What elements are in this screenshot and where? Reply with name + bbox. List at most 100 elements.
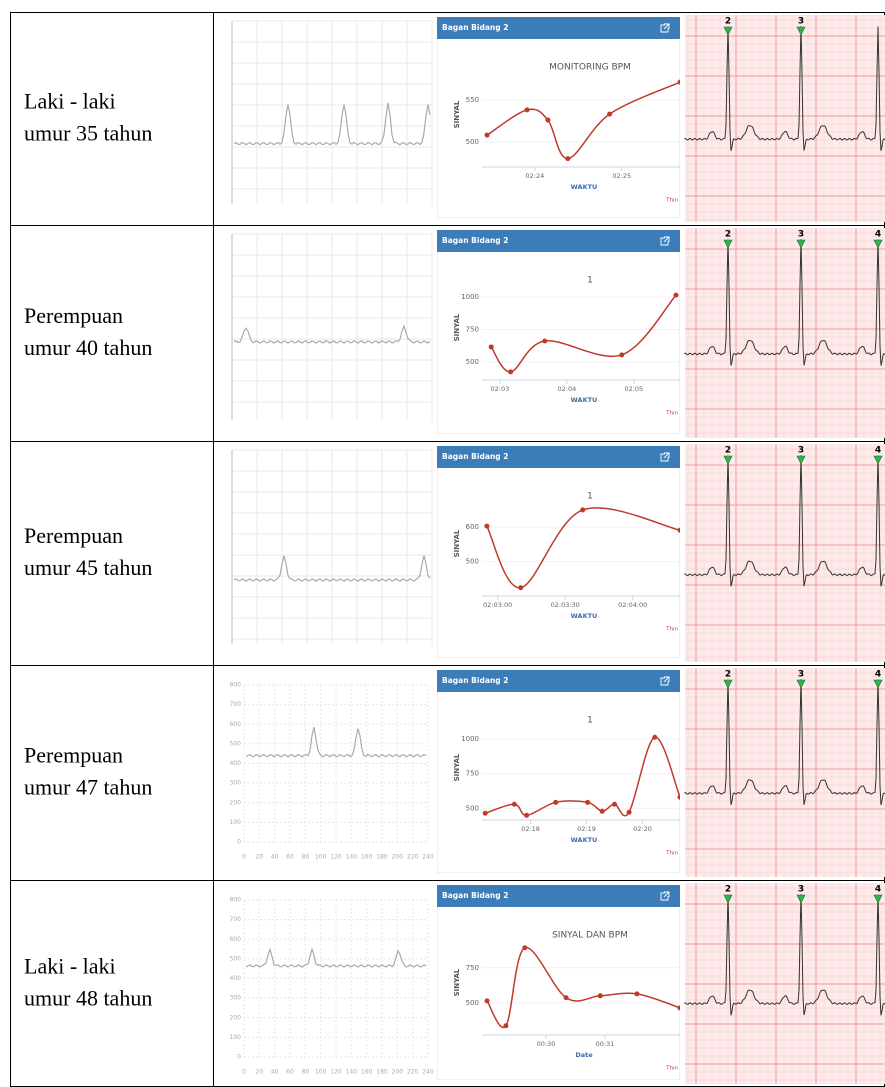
x-axis-label: WAKTU (571, 396, 598, 404)
data-point (678, 80, 683, 85)
chart-title: 1 (587, 276, 593, 286)
x-axis-label: WAKTU (571, 612, 598, 620)
ecg-bg (685, 668, 885, 877)
ecg-strip: 2 3 4 (685, 444, 885, 662)
x-tick-label: 40 (271, 854, 279, 861)
x-tick-label: 140 (346, 854, 358, 861)
x-tick-label: 0 (242, 1069, 246, 1076)
signal-plot (228, 228, 432, 438)
x-axis-label: Date (575, 1051, 593, 1059)
data-point (524, 813, 529, 818)
data-point (489, 344, 494, 349)
data-point (678, 1005, 683, 1010)
chart-credit: Thin (665, 627, 678, 633)
beat-number: 3 (798, 446, 804, 456)
data-point (485, 998, 490, 1003)
y-tick-label: 700 (230, 916, 242, 923)
beat-number: 4 (875, 446, 881, 456)
y-tick-label: 500 (466, 558, 479, 566)
x-tick-label: 240 (422, 1069, 434, 1076)
y-axis-label: SINYAL (453, 100, 461, 128)
table-row: Perempuanumur 45 tahunBagan Bidang 21500… (10, 442, 885, 663)
y-tick-label: 600 (466, 523, 479, 531)
y-tick-label: 750 (466, 964, 479, 972)
chart-title: 1 (587, 716, 593, 726)
row-label: Laki - laki (24, 954, 116, 979)
y-tick-label: 600 (230, 936, 242, 943)
x-tick-label: 160 (361, 1069, 373, 1076)
x-tick-label: 60 (286, 1069, 294, 1076)
beat-number: 3 (798, 230, 804, 240)
page: {"table": {"rows": [ {"label": ["Laki - … (0, 0, 885, 1087)
signal-plot-bg (228, 444, 432, 662)
y-tick-label: 400 (230, 760, 242, 767)
x-tick-label: 200 (392, 854, 404, 861)
data-point (508, 369, 513, 374)
x-tick-label: 0 (242, 854, 246, 861)
y-tick-label: 600 (230, 721, 242, 728)
x-tick-label: 02:05 (624, 385, 643, 393)
data-point (627, 810, 632, 815)
x-tick-label: 02:20 (633, 825, 652, 833)
beat-number: 2 (725, 670, 731, 680)
x-axis-label: WAKTU (571, 836, 598, 844)
x-tick-label: 180 (376, 854, 388, 861)
chart-credit: Thin (665, 1066, 678, 1072)
y-tick-label: 400 (230, 975, 242, 982)
data-point (525, 107, 530, 112)
beat-number: 4 (875, 885, 881, 895)
x-tick-label: 40 (271, 1069, 279, 1076)
y-tick-label: 200 (230, 799, 242, 806)
data-point (634, 991, 639, 996)
x-tick-label: 02:04:00 (618, 601, 647, 609)
data-point (678, 528, 683, 533)
x-tick-label: 02:24 (525, 172, 544, 180)
y-tick-label: 750 (466, 325, 479, 333)
y-tick-label: 500 (466, 999, 479, 1007)
y-tick-label: 300 (230, 780, 242, 787)
widget-header-title: Bagan Bidang 2 (442, 236, 508, 245)
x-tick-label: 02:19 (577, 825, 596, 833)
x-tick-label: 20 (256, 1069, 264, 1076)
chart-widget: Bagan Bidang 215007501000SINYAL02:1802:1… (437, 670, 683, 873)
x-tick-label: 100 (315, 854, 327, 861)
x-tick-label: 240 (422, 854, 434, 861)
y-tick-label: 1000 (461, 293, 479, 301)
chart-widget: Bagan Bidang 2SINYAL DAN BPM500750SINYAL… (437, 885, 683, 1080)
y-tick-label: 550 (466, 96, 479, 104)
data-point (564, 995, 569, 1000)
signal-plot-bg (228, 883, 432, 1084)
data-point (485, 133, 490, 138)
chart-title: MONITORING BPM (549, 63, 631, 73)
y-tick-label: 200 (230, 1014, 242, 1021)
signal-plot (228, 15, 432, 222)
y-tick-label: 500 (466, 138, 479, 146)
y-tick-label: 1000 (461, 735, 479, 743)
chart-credit: Thin (665, 851, 678, 857)
beat-number: 2 (725, 446, 731, 456)
row-label: Perempuan (24, 523, 123, 548)
y-tick-label: 500 (230, 740, 242, 747)
y-axis-label: SINYAL (453, 753, 461, 781)
y-axis-label: SINYAL (453, 313, 461, 341)
signal-plot-bg (228, 668, 432, 877)
row-label: Laki - laki (24, 89, 116, 114)
x-axis-label: WAKTU (571, 183, 598, 191)
x-tick-label: 120 (330, 854, 342, 861)
x-tick-label: 20 (256, 854, 264, 861)
beat-number: 2 (725, 885, 731, 895)
beat-number: 3 (798, 17, 804, 27)
beat-number: 4 (875, 230, 881, 240)
beat-number: 2 (725, 230, 731, 240)
y-tick-label: 300 (230, 995, 242, 1002)
y-tick-label: 700 (230, 701, 242, 708)
ecg-strip: 2 3 4 (685, 228, 885, 438)
ecg-strip: 234 (685, 668, 885, 877)
x-tick-label: 160 (361, 854, 373, 861)
y-tick-label: 0 (237, 839, 241, 846)
row-label: umur 40 tahun (24, 335, 152, 360)
chart-credit: Thin (665, 411, 678, 417)
row-label: Perempuan (24, 743, 123, 768)
